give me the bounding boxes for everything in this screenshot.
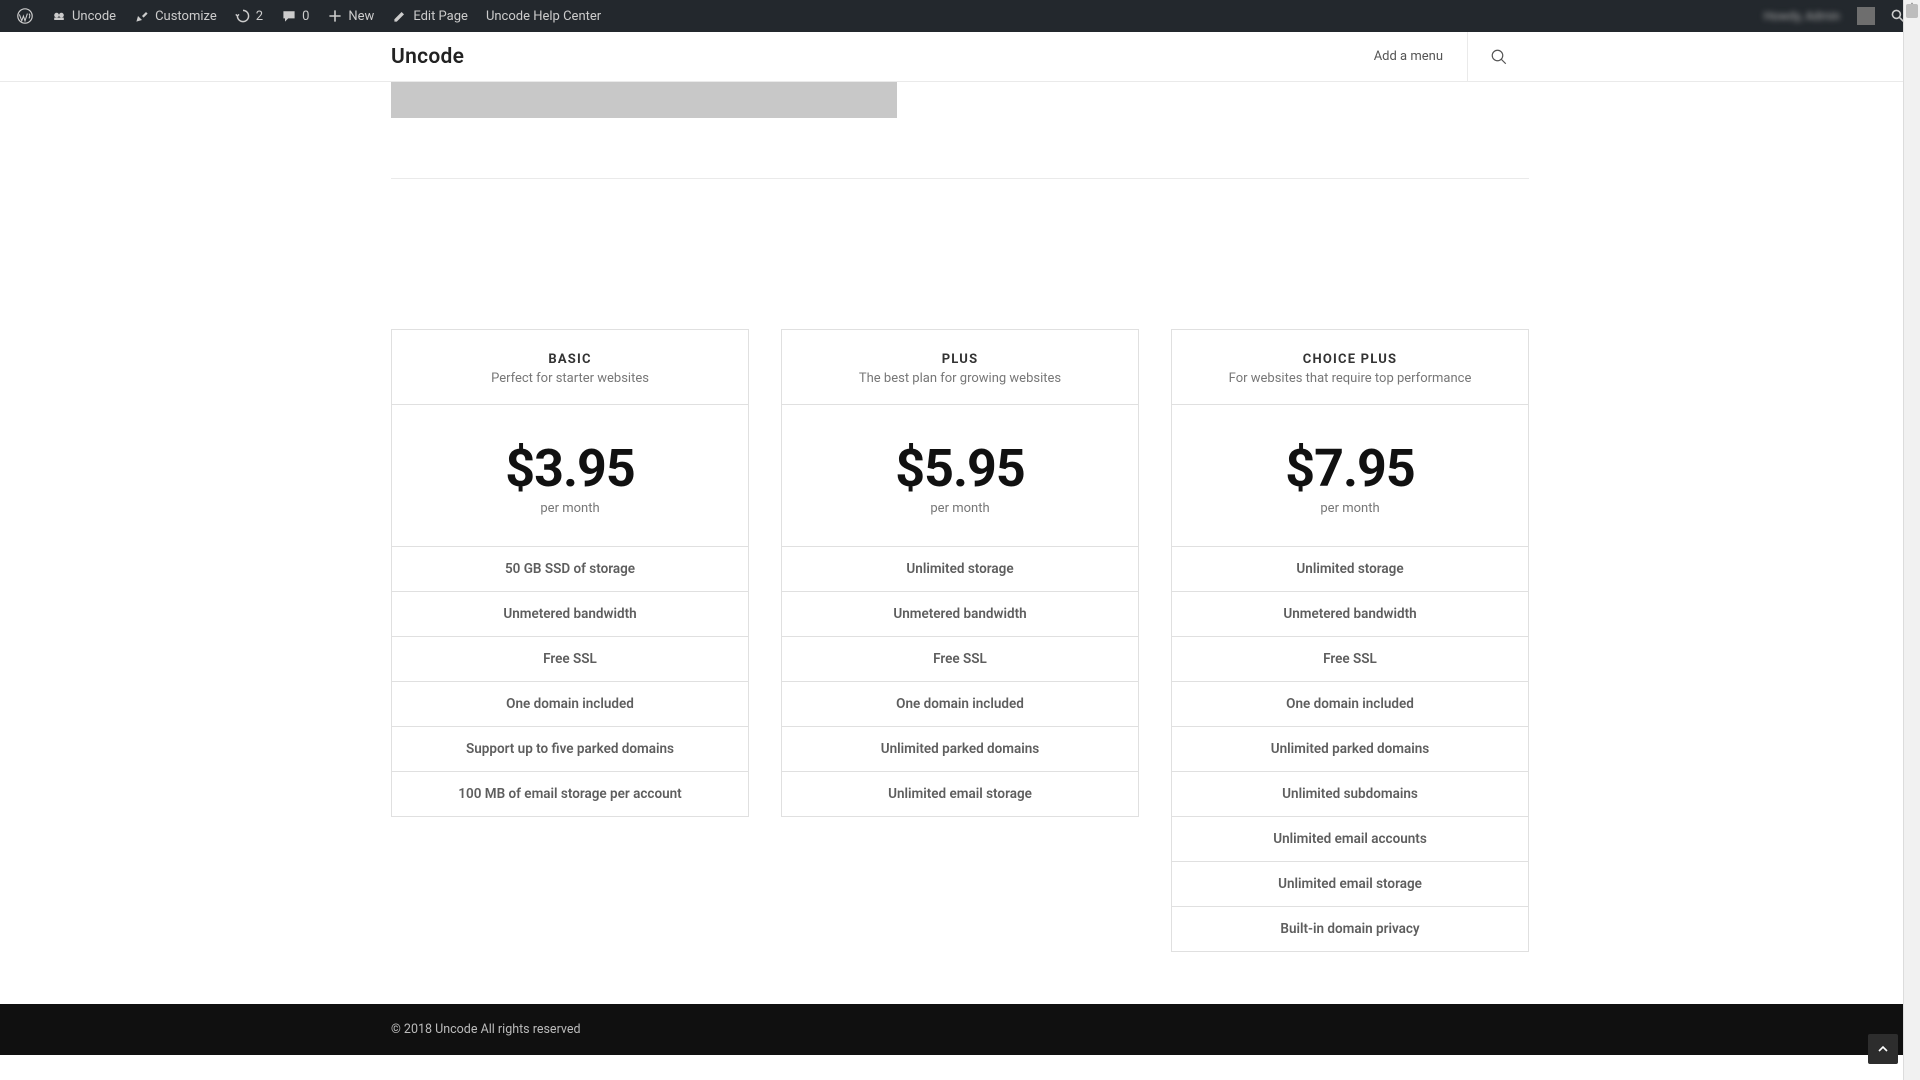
add-menu-link[interactable]: Add a menu [1350,49,1467,64]
adminbar-help[interactable]: Uncode Help Center [477,0,610,32]
footer-copyright: © 2018 Uncode All rights reserved [391,1022,581,1037]
scroll-to-top-button[interactable] [1868,1034,1898,1064]
feature-item: Free SSL [782,637,1138,682]
header-search[interactable] [1467,32,1529,81]
feature-item: Unlimited storage [1172,547,1528,592]
feature-item: Unlimited subdomains [1172,772,1528,817]
feature-item: Unlimited parked domains [782,727,1138,772]
search-icon [1490,48,1508,66]
feature-item: Unlimited parked domains [1172,727,1528,772]
adminbar-new-label: New [348,9,374,24]
content-wrap: BASIC Perfect for starter websites $3.95… [391,82,1529,952]
chevron-up-icon [1877,1043,1889,1055]
card-price: $7.95 per month [1172,405,1528,547]
plan-tag: Perfect for starter websites [410,371,730,386]
feature-item: Free SSL [392,637,748,682]
feature-item: Support up to five parked domains [392,727,748,772]
plan-tag: The best plan for growing websites [800,371,1120,386]
price-value: $5.95 [800,443,1120,495]
wp-admin-bar: Uncode Customize 2 0 New Edit Page Uncod… [0,0,1920,32]
section-divider [391,178,1529,179]
feature-list: Unlimited storage Unmetered bandwidth Fr… [782,547,1138,816]
card-head: CHOICE PLUS For websites that require to… [1172,330,1528,405]
site-header-inner: Uncode Add a menu [391,32,1529,81]
feature-list: Unlimited storage Unmetered bandwidth Fr… [1172,547,1528,951]
feature-list: 50 GB SSD of storage Unmetered bandwidth… [392,547,748,816]
price-value: $3.95 [410,443,730,495]
adminbar-comments[interactable]: 0 [272,0,318,32]
card-head: PLUS The best plan for growing websites [782,330,1138,405]
page: BASIC Perfect for starter websites $3.95… [0,82,1920,1055]
price-card-plus: PLUS The best plan for growing websites … [781,329,1139,817]
adminbar-updates-count: 2 [256,9,263,24]
feature-item: Unlimited email accounts [1172,817,1528,862]
footer-inner: © 2018 Uncode All rights reserved [391,1022,1529,1037]
plan-tag: For websites that require top performanc… [1190,371,1510,386]
feature-item: Unlimited email storage [1172,862,1528,907]
card-price: $3.95 per month [392,405,748,547]
adminbar-site[interactable]: Uncode [42,0,125,32]
site-header: Uncode Add a menu [0,32,1920,82]
feature-item: 100 MB of email storage per account [392,772,748,816]
adminbar-updates[interactable]: 2 [226,0,272,32]
scrollbar-thumb[interactable] [1906,4,1918,18]
adminbar-new[interactable]: New [318,0,383,32]
wp-logo[interactable] [8,0,42,32]
adminbar-comments-count: 0 [302,9,309,24]
gray-placeholder-box [391,82,897,118]
feature-item: One domain included [1172,682,1528,727]
price-card-choice-plus: CHOICE PLUS For websites that require to… [1171,329,1529,952]
price-per: per month [800,501,1120,516]
pricing-row: BASIC Perfect for starter websites $3.95… [391,329,1529,952]
adminbar-howdy-label: Howdy, Admin [1758,9,1846,23]
adminbar-editpage-label: Edit Page [413,9,468,24]
header-right: Add a menu [1350,32,1529,81]
adminbar-help-label: Uncode Help Center [486,9,601,24]
site-logo[interactable]: Uncode [391,45,464,69]
avatar-icon [1857,7,1875,25]
adminbar-customize[interactable]: Customize [125,0,226,32]
vertical-scrollbar[interactable]: ▴ [1903,0,1920,1080]
adminbar-left: Uncode Customize 2 0 New Edit Page Uncod… [8,0,610,32]
price-card-basic: BASIC Perfect for starter websites $3.95… [391,329,749,817]
card-head: BASIC Perfect for starter websites [392,330,748,405]
feature-item: Unlimited storage [782,547,1138,592]
plan-name: CHOICE PLUS [1190,352,1510,367]
feature-item: Built-in domain privacy [1172,907,1528,951]
adminbar-account[interactable]: Howdy, Admin [1749,0,1884,32]
price-per: per month [410,501,730,516]
feature-item: 50 GB SSD of storage [392,547,748,592]
adminbar-right: Howdy, Admin [1749,0,1912,32]
feature-item: One domain included [392,682,748,727]
price-per: per month [1190,501,1510,516]
feature-item: Unmetered bandwidth [782,592,1138,637]
feature-item: Unmetered bandwidth [1172,592,1528,637]
adminbar-editpage[interactable]: Edit Page [383,0,477,32]
card-price: $5.95 per month [782,405,1138,547]
feature-item: Free SSL [1172,637,1528,682]
adminbar-site-label: Uncode [72,9,116,24]
plan-name: PLUS [800,352,1120,367]
feature-item: Unmetered bandwidth [392,592,748,637]
feature-item: Unlimited email storage [782,772,1138,816]
adminbar-customize-label: Customize [155,9,217,24]
feature-item: One domain included [782,682,1138,727]
price-value: $7.95 [1190,443,1510,495]
plan-name: BASIC [410,352,730,367]
site-footer: © 2018 Uncode All rights reserved [0,1004,1920,1055]
